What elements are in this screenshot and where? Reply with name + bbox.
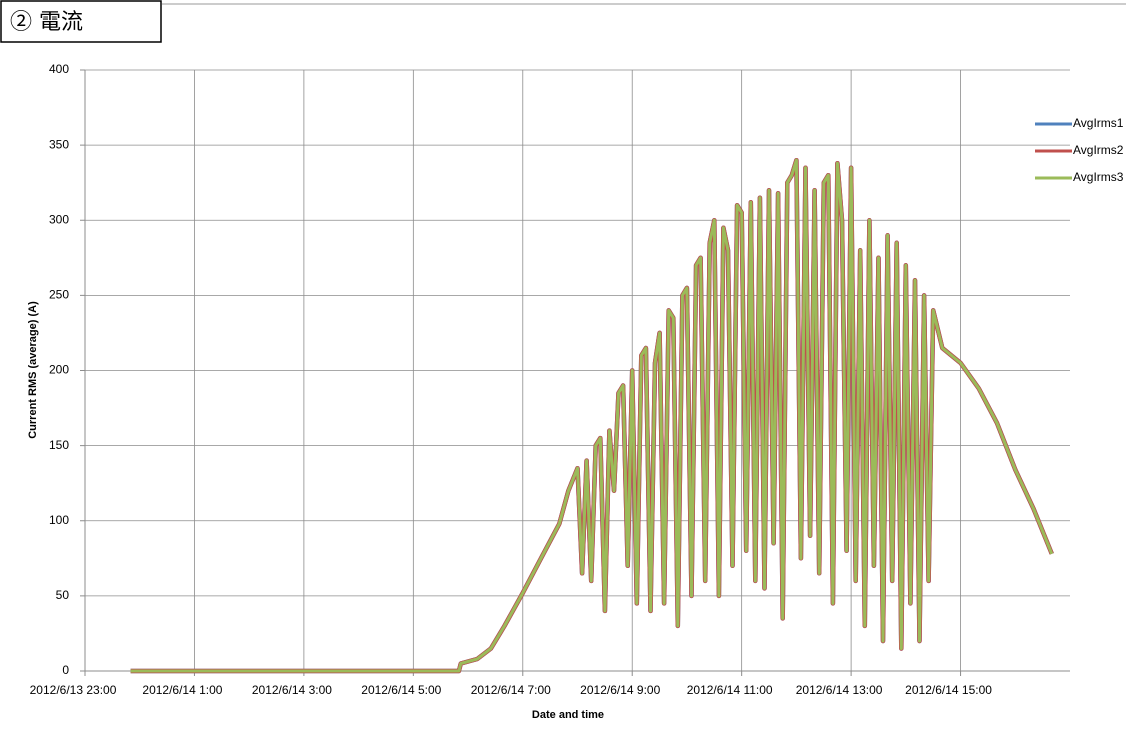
x-axis-title: Date and time xyxy=(532,709,604,721)
x-tick-label: 2012/6/14 15:00 xyxy=(905,683,992,697)
series-line xyxy=(130,158,1054,673)
x-tick-label: 2012/6/14 13:00 xyxy=(796,683,883,697)
x-tick-label: 2012/6/14 1:00 xyxy=(142,683,222,697)
section-title: ② 電流 xyxy=(10,10,83,35)
section-box xyxy=(0,0,162,43)
x-tick-label: 2012/6/14 5:00 xyxy=(361,683,441,697)
y-tick-label: 0 xyxy=(62,663,69,677)
legend-label: AvgIrms1 xyxy=(1073,116,1124,130)
x-tick-label: 2012/6/14 7:00 xyxy=(471,683,551,697)
y-axis-title: Current RMS (average) (A) xyxy=(27,301,39,439)
x-tick-label: 2012/6/14 11:00 xyxy=(687,683,773,697)
y-tick-label: 150 xyxy=(49,438,69,452)
y-tick-label: 350 xyxy=(49,137,69,151)
y-tick-label: 400 xyxy=(49,62,69,76)
y-tick-label: 50 xyxy=(56,588,70,602)
y-tick-label: 100 xyxy=(49,513,69,527)
y-tick-label: 250 xyxy=(49,288,69,302)
x-tick-label: 2012/6/14 3:00 xyxy=(252,683,332,697)
x-tick-label: 2012/6/13 23:00 xyxy=(30,683,117,697)
y-tick-label: 300 xyxy=(49,212,69,226)
x-tick-label: 2012/6/14 9:00 xyxy=(580,683,660,697)
y-tick-label: 200 xyxy=(49,363,69,377)
legend-label: AvgIrms3 xyxy=(1073,170,1124,184)
legend-label: AvgIrms2 xyxy=(1073,143,1124,157)
